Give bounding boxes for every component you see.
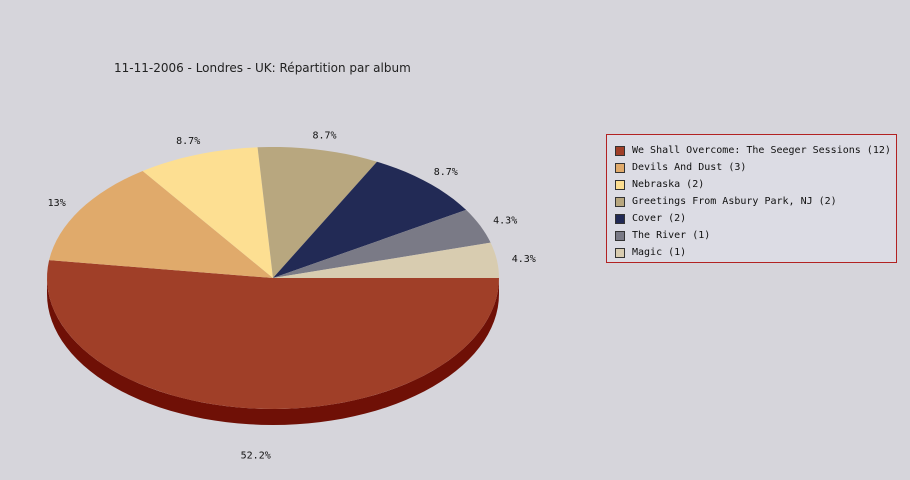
legend: We Shall Overcome: The Seeger Sessions (… (606, 134, 897, 263)
legend-label: We Shall Overcome: The Seeger Sessions (… (632, 145, 891, 156)
legend-item: Magic (1) (607, 244, 896, 261)
legend-swatch (615, 196, 625, 207)
pie-slice (257, 147, 377, 278)
legend-item: Devils And Dust (3) (607, 159, 896, 176)
legend-swatch (615, 213, 625, 224)
slice-percent-label: 4.3% (512, 254, 536, 265)
legend-swatch (615, 247, 625, 258)
slice-percent-label: 52.2% (241, 450, 271, 461)
legend-item: The River (1) (607, 227, 896, 244)
slice-percent-label: 13% (48, 198, 66, 209)
legend-label: Greetings From Asbury Park, NJ (2) (632, 196, 837, 207)
slice-percent-label: 8.7% (312, 130, 336, 141)
legend-item: Nebraska (2) (607, 176, 896, 193)
pie-slice (49, 170, 273, 278)
legend-swatch (615, 179, 625, 190)
legend-item: Greetings From Asbury Park, NJ (2) (607, 193, 896, 210)
pie-slice (273, 161, 467, 278)
slice-percent-label: 8.7% (434, 167, 458, 178)
legend-label: The River (1) (632, 230, 711, 241)
legend-swatch (615, 162, 625, 173)
legend-item: We Shall Overcome: The Seeger Sessions (… (607, 142, 896, 159)
slice-percent-label: 8.7% (176, 136, 200, 147)
legend-swatch (615, 145, 625, 156)
legend-label: Nebraska (2) (632, 179, 705, 190)
chart-title: 11-11-2006 - Londres - UK: Répartition p… (114, 61, 411, 75)
legend-label: Cover (2) (632, 213, 687, 224)
pie-slice (47, 260, 499, 409)
slice-percent-label: 4.3% (493, 216, 517, 227)
pie-slice (142, 147, 273, 278)
pie-slice (273, 209, 491, 278)
legend-item: Cover (2) (607, 210, 896, 227)
legend-label: Devils And Dust (3) (632, 162, 747, 173)
pie-slice (273, 242, 499, 278)
legend-swatch (615, 230, 625, 241)
legend-label: Magic (1) (632, 247, 687, 258)
